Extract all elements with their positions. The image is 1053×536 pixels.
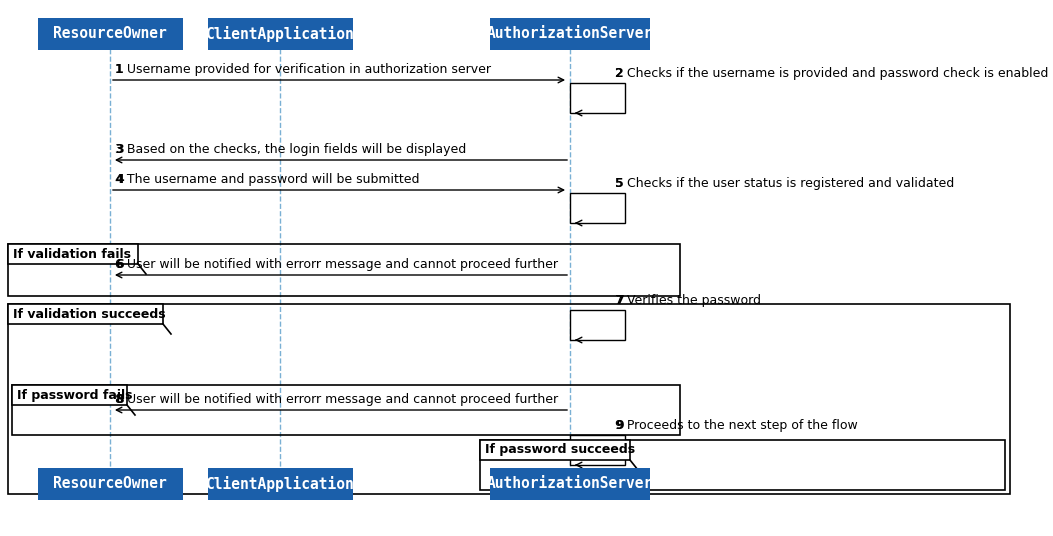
- Bar: [38, 468, 182, 500]
- Text: If password fails: If password fails: [17, 389, 133, 401]
- Text: AuthorizationServer: AuthorizationServer: [486, 26, 653, 41]
- Bar: [490, 18, 650, 50]
- Text: 6 User will be notified with errorr message and cannot proceed further: 6 User will be notified with errorr mess…: [115, 258, 558, 271]
- Text: 3 Based on the checks, the login fields will be displayed: 3 Based on the checks, the login fields …: [115, 143, 466, 156]
- Text: ResourceOwner: ResourceOwner: [53, 26, 166, 41]
- Text: ClientApplication: ClientApplication: [205, 26, 355, 42]
- Text: 9: 9: [615, 419, 623, 432]
- Text: 1: 1: [115, 63, 124, 76]
- Text: 2: 2: [615, 67, 623, 80]
- Bar: [570, 193, 625, 223]
- Bar: [12, 385, 127, 405]
- Bar: [480, 440, 1005, 490]
- Text: 8: 8: [115, 393, 123, 406]
- Text: 1 Username provided for verification in authorization server: 1 Username provided for verification in …: [115, 63, 491, 76]
- Bar: [207, 18, 353, 50]
- Bar: [207, 468, 353, 500]
- Text: ResourceOwner: ResourceOwner: [53, 477, 166, 492]
- Text: If validation fails: If validation fails: [13, 248, 131, 260]
- Bar: [570, 310, 625, 340]
- Bar: [8, 244, 138, 264]
- Bar: [8, 304, 1010, 494]
- Text: If password succeeds: If password succeeds: [485, 443, 635, 457]
- Bar: [8, 304, 163, 324]
- Text: 5 Checks if the user status is registered and validated: 5 Checks if the user status is registere…: [615, 177, 954, 190]
- Text: AuthorizationServer: AuthorizationServer: [486, 477, 653, 492]
- Text: 4 The username and password will be submitted: 4 The username and password will be subm…: [115, 173, 419, 186]
- Text: 3: 3: [115, 143, 123, 156]
- Text: 7 Verifies the password: 7 Verifies the password: [615, 294, 761, 307]
- Bar: [8, 244, 680, 296]
- Text: 6: 6: [115, 258, 123, 271]
- Bar: [38, 18, 182, 50]
- Text: 4: 4: [115, 173, 124, 186]
- Bar: [490, 468, 650, 500]
- Bar: [12, 385, 680, 435]
- Text: ClientApplication: ClientApplication: [205, 476, 355, 492]
- Text: 5: 5: [615, 177, 623, 190]
- Text: If validation succeeds: If validation succeeds: [13, 308, 165, 321]
- Text: 2 Checks if the username is provided and password check is enabled: 2 Checks if the username is provided and…: [615, 67, 1049, 80]
- Text: 9 Proceeds to the next step of the flow: 9 Proceeds to the next step of the flow: [615, 419, 858, 432]
- Bar: [570, 435, 625, 465]
- Text: 7: 7: [615, 294, 623, 307]
- Bar: [570, 83, 625, 113]
- Text: 8 User will be notified with errorr message and cannot proceed further: 8 User will be notified with errorr mess…: [115, 393, 558, 406]
- Bar: [480, 440, 630, 460]
